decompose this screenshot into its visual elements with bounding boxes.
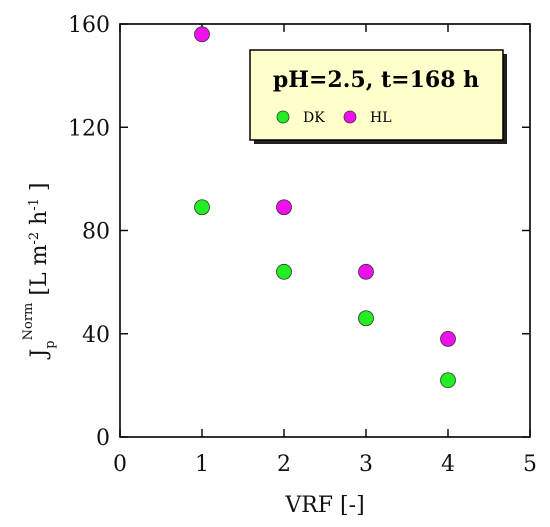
point-hl-1 [276, 199, 292, 216]
point-hl-2 [358, 263, 374, 280]
y-label-unit-mid: h [27, 211, 52, 232]
y-tick-label-3: 120 [68, 116, 110, 141]
x-tick-label-4: 4 [441, 452, 455, 477]
x-tick-label-0: 0 [113, 452, 127, 477]
y-axis-label: Jp Norm [L m-2 h-1 ] [21, 182, 58, 359]
legend-box [249, 49, 504, 141]
y-tick-label-0: 0 [96, 426, 110, 451]
y-tick-label-2: 80 [82, 220, 110, 245]
point-dk-3 [440, 372, 456, 389]
legend: pH=2.5, t=168 h DK HL [249, 49, 507, 144]
y-label-unit-exp2: -1 [27, 198, 42, 211]
y-label-sup: Norm [21, 303, 36, 341]
legend-marker-dk [276, 110, 290, 124]
legend-label-dk: DK [303, 110, 325, 126]
y-tick-label-1: 40 [82, 323, 110, 348]
legend-title: pH=2.5, t=168 h [273, 67, 479, 93]
data-points [194, 26, 456, 389]
y-label-sub: p [43, 340, 58, 348]
x-tick-label-3: 3 [359, 452, 373, 477]
tick-labels: 0 1 2 3 4 5 0 40 80 120 160 [68, 13, 537, 477]
point-dk-1 [276, 263, 292, 280]
point-dk-2 [358, 310, 374, 327]
y-label-unit-open: [L m [27, 244, 52, 302]
x-tick-label-1: 1 [195, 452, 209, 477]
point-dk-0 [194, 199, 210, 216]
y-tick-label-4: 160 [68, 13, 110, 38]
legend-marker-hl [343, 110, 357, 124]
y-label-base: J [27, 349, 52, 360]
x-tick-label-2: 2 [277, 452, 291, 477]
point-hl-0 [194, 26, 210, 43]
x-tick-label-5: 5 [523, 452, 537, 477]
y-label-unit-close: ] [27, 182, 52, 198]
point-hl-3 [440, 331, 456, 347]
x-axis-label: VRF [-] [284, 493, 364, 518]
y-label-unit-exp1: -2 [27, 232, 42, 245]
legend-label-hl: HL [370, 110, 392, 126]
